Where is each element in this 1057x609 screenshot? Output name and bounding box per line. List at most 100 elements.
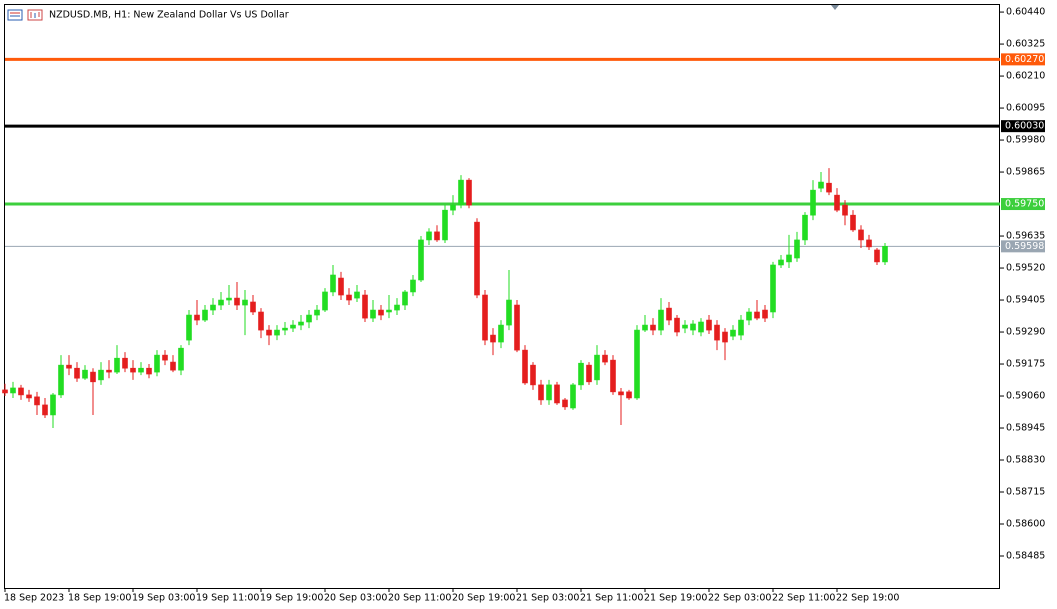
candle-body xyxy=(402,291,408,306)
level-label-box xyxy=(1001,240,1045,253)
x-tick-label: 20 Sep 11:00 xyxy=(388,593,451,604)
y-tick-label: 0.58945 xyxy=(1006,423,1045,434)
candle-body xyxy=(682,324,688,329)
candle-body xyxy=(770,264,776,313)
candle-body xyxy=(242,299,248,306)
level-label: 0.59750 xyxy=(1005,199,1044,210)
candle-body xyxy=(578,362,584,386)
candle-body xyxy=(490,334,496,343)
candle-body xyxy=(370,309,376,319)
candle-body xyxy=(50,394,56,416)
candle-body xyxy=(626,391,632,399)
candle-body xyxy=(882,246,888,263)
y-tick-label: 0.58715 xyxy=(1006,487,1045,498)
candle-body xyxy=(346,294,352,301)
level-label-box xyxy=(1001,120,1045,133)
candle-body xyxy=(378,309,384,316)
y-tick-label: 0.59175 xyxy=(1006,359,1045,370)
y-tick-label: 0.59520 xyxy=(1006,263,1045,274)
candle-body xyxy=(530,364,536,386)
y-tick-label: 0.59865 xyxy=(1006,167,1045,178)
candle-body xyxy=(738,319,744,336)
candle-body xyxy=(810,189,816,216)
candle-body xyxy=(866,239,872,248)
candle-body xyxy=(226,297,232,301)
candle-body xyxy=(34,396,40,406)
candle-body xyxy=(658,309,664,331)
icon[interactable] xyxy=(7,9,23,21)
candle-body xyxy=(850,214,856,231)
candle-body xyxy=(434,231,440,241)
candle-body xyxy=(498,324,504,343)
candle-body xyxy=(258,311,264,331)
candle-body xyxy=(266,329,272,336)
candle-body xyxy=(458,179,464,206)
candle-body xyxy=(194,314,200,321)
x-tick-label: 19 Sep 19:00 xyxy=(260,593,323,604)
symbol-icons[interactable] xyxy=(7,9,43,21)
candle-body xyxy=(514,304,520,351)
candle-body xyxy=(666,307,672,321)
candle-body xyxy=(650,324,656,331)
candle-body xyxy=(778,259,784,266)
candle-body xyxy=(586,364,592,383)
candle-body xyxy=(290,324,296,329)
x-tick-label: 19 Sep 11:00 xyxy=(196,593,259,604)
candle-body xyxy=(250,301,256,313)
candle-body xyxy=(298,321,304,326)
y-tick-label: 0.58830 xyxy=(1006,455,1045,466)
candle-body xyxy=(570,384,576,409)
candle-body xyxy=(546,384,552,401)
candle-body xyxy=(634,329,640,399)
candle-body xyxy=(442,209,448,241)
candle-body xyxy=(74,367,80,379)
candle-body xyxy=(354,291,360,299)
y-tick-label: 0.60210 xyxy=(1006,71,1045,82)
x-tick-label: 20 Sep 19:00 xyxy=(452,593,515,604)
plot-frame xyxy=(4,4,1000,589)
candle-body xyxy=(610,359,616,393)
x-tick-label: 22 Sep 19:00 xyxy=(836,593,899,604)
candle-body xyxy=(306,314,312,323)
shift-marker[interactable] xyxy=(831,5,839,10)
candle-body xyxy=(818,181,824,189)
candle-body xyxy=(706,319,712,331)
candle-body xyxy=(218,299,224,306)
candle-body xyxy=(394,304,400,311)
candle-body xyxy=(802,214,808,241)
candle-body xyxy=(106,369,112,373)
candle-body xyxy=(362,294,368,319)
candle-body xyxy=(66,364,72,369)
candle-body xyxy=(162,354,168,361)
x-tick-label: 20 Sep 03:00 xyxy=(324,593,387,604)
x-tick-label: 21 Sep 11:00 xyxy=(580,593,643,604)
candle-body xyxy=(874,249,880,263)
candle-body xyxy=(826,182,832,193)
y-tick-label: 0.59060 xyxy=(1006,391,1045,402)
candle-body xyxy=(602,354,608,363)
candle-body xyxy=(114,357,120,373)
y-tick-label: 0.59405 xyxy=(1006,295,1045,306)
y-tick-label: 0.58600 xyxy=(1006,519,1045,530)
candle-body xyxy=(482,294,488,341)
candle-body xyxy=(138,367,144,373)
level-label: 0.60030 xyxy=(1005,121,1044,132)
level-label-box xyxy=(1001,53,1045,66)
candle-body xyxy=(562,399,568,408)
y-tick-label: 0.60325 xyxy=(1006,39,1045,50)
candle-body xyxy=(642,324,648,331)
candle-body xyxy=(554,384,560,404)
candle-body xyxy=(26,394,32,399)
candle-body xyxy=(674,317,680,333)
candle-body xyxy=(746,311,752,321)
x-tick-label: 21 Sep 19:00 xyxy=(644,593,707,604)
candle-body xyxy=(10,387,16,394)
candle-body xyxy=(834,194,840,211)
candle-body xyxy=(450,204,456,211)
candle-body xyxy=(322,291,328,311)
candle-body xyxy=(338,277,344,296)
candle-body xyxy=(722,331,728,343)
y-tick-label: 0.58485 xyxy=(1006,551,1045,562)
candle-body xyxy=(594,354,600,381)
candle-body xyxy=(18,387,24,396)
